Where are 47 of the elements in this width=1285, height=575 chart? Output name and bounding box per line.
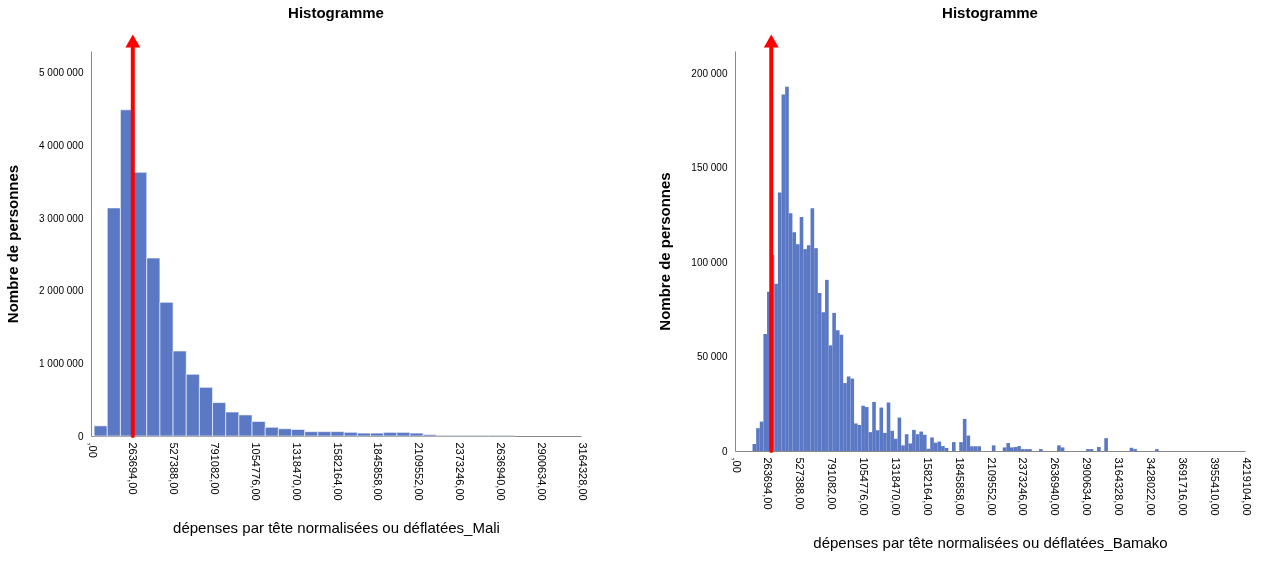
x-tick-label: 3164328,00 xyxy=(1113,457,1125,516)
y-tick-label: 200 000 xyxy=(691,68,728,80)
x-tick-label: 2109552,00 xyxy=(985,457,998,516)
x-axis-title: dépenses par tête normalisées ou déflatées_Mali xyxy=(173,518,500,536)
x-tick-label: 1582164,00 xyxy=(331,442,344,501)
x-tick-label: 1845858,00 xyxy=(372,442,385,501)
x-tick-label: 791082,00 xyxy=(209,442,221,495)
y-tick-label: 0 xyxy=(77,430,84,442)
x-tick-label: 791082,00 xyxy=(826,457,839,510)
x-tick-label: 527388,00 xyxy=(168,442,181,495)
chart-title: Histogramme xyxy=(288,3,384,21)
chart-title: Histogramme xyxy=(942,3,1038,21)
x-tick-label: 2636940,00 xyxy=(1049,457,1062,516)
y-tick-label: 3 000 000 xyxy=(39,212,84,224)
x-tick-label: 2636940,00 xyxy=(494,442,507,501)
x-tick-label: 1054776,00 xyxy=(858,457,870,516)
x-tick-label: 1318470,00 xyxy=(889,457,902,516)
y-tick-label: 50 000 xyxy=(696,351,728,363)
x-tick-label: 3691716,00 xyxy=(1176,457,1189,516)
x-tick-label: 4219104,00 xyxy=(1240,457,1253,516)
y-tick-label: 5 000 000 xyxy=(39,67,84,79)
x-tick-label: 263694,00 xyxy=(127,442,140,495)
y-axis-title: Nombre de personnes xyxy=(656,172,674,331)
x-tick-label: 2373246,00 xyxy=(1017,457,1030,516)
y-axis-title: Nombre de personnes xyxy=(4,164,22,324)
x-tick-label: 3164328,00 xyxy=(576,442,589,501)
x-tick-label: ,00 xyxy=(730,457,743,473)
x-tick-label: ,00 xyxy=(86,442,99,458)
x-tick-label: 2109552,00 xyxy=(413,442,426,501)
y-tick-label: 2 000 000 xyxy=(39,285,84,297)
x-axis-title: dépenses par tête normalisées ou déflatées_Bamako xyxy=(813,533,1168,551)
x-tick-label: 527388,00 xyxy=(794,457,807,510)
x-tick-label: 263694,00 xyxy=(762,457,775,510)
x-tick-label: 1054776,00 xyxy=(249,442,262,501)
y-tick-label: 100 000 xyxy=(691,256,728,268)
x-tick-label: 1582164,00 xyxy=(921,457,934,516)
x-tick-label: 2373246,00 xyxy=(454,442,466,501)
x-tick-label: 3955410,00 xyxy=(1208,457,1221,516)
x-tick-label: 2900634,00 xyxy=(1081,457,1094,516)
y-tick-label: 4 000 000 xyxy=(39,139,84,151)
x-tick-label: 1845858,00 xyxy=(953,457,966,516)
y-tick-label: 150 000 xyxy=(691,162,728,174)
x-tick-label: 2900634,00 xyxy=(535,442,548,501)
y-tick-label: 1 000 000 xyxy=(39,357,84,369)
x-tick-label: 1318470,00 xyxy=(290,442,303,501)
x-tick-label: 3428022,00 xyxy=(1144,457,1157,516)
y-tick-label: 0 xyxy=(721,445,728,457)
